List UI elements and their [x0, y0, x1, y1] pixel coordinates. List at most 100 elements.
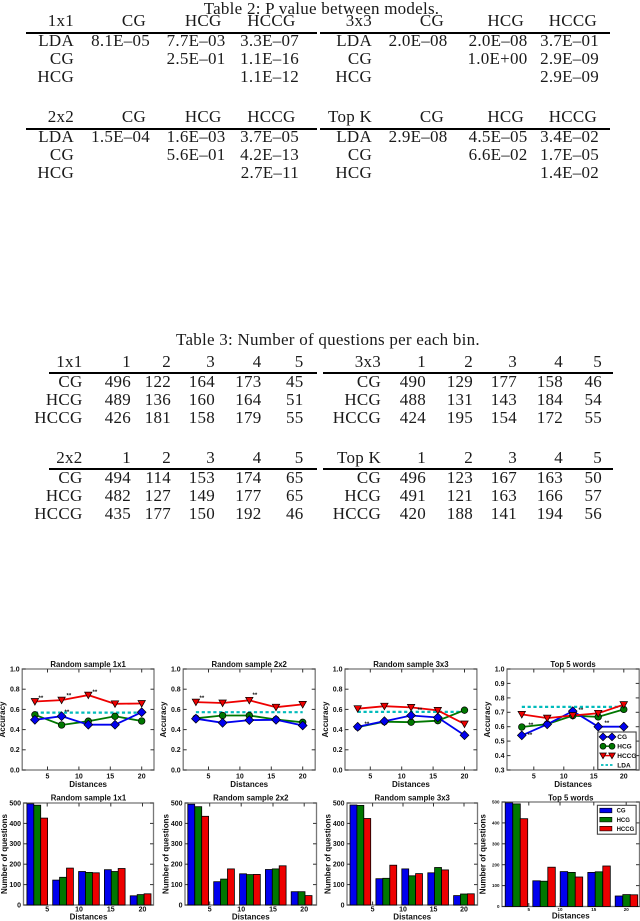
svg-text:Random sample 1x1: Random sample 1x1 — [51, 794, 127, 803]
svg-text:400: 400 — [492, 821, 500, 826]
svg-text:100: 100 — [333, 882, 345, 889]
svg-text:Accuracy: Accuracy — [483, 701, 492, 738]
svg-text:15: 15 — [269, 906, 277, 913]
svg-text:Number of questions: Number of questions — [324, 813, 333, 894]
svg-text:**: ** — [93, 690, 98, 696]
svg-text:0.7: 0.7 — [495, 710, 505, 717]
svg-text:15: 15 — [107, 906, 115, 913]
svg-text:15: 15 — [591, 907, 597, 912]
svg-text:0: 0 — [341, 902, 345, 909]
svg-text:Distances: Distances — [393, 912, 431, 921]
svg-text:HCCG: HCCG — [617, 753, 636, 760]
svg-text:500: 500 — [9, 800, 21, 807]
svg-text:0: 0 — [497, 904, 500, 909]
svg-text:100: 100 — [492, 883, 500, 888]
svg-text:0: 0 — [179, 902, 183, 909]
svg-text:LDA: LDA — [617, 762, 631, 769]
svg-text:Random sample 2x2: Random sample 2x2 — [211, 660, 287, 669]
svg-text:0.2: 0.2 — [333, 747, 343, 754]
svg-text:0.3: 0.3 — [495, 767, 505, 774]
svg-text:100: 100 — [171, 882, 183, 889]
svg-text:5: 5 — [207, 774, 211, 781]
svg-text:Random sample 2x2: Random sample 2x2 — [213, 794, 289, 803]
svg-text:HCCG: HCCG — [617, 827, 635, 833]
svg-text:1.0: 1.0 — [495, 666, 505, 673]
svg-text:5: 5 — [45, 906, 49, 913]
svg-text:Random sample 3x3: Random sample 3x3 — [373, 660, 449, 669]
svg-text:400: 400 — [333, 821, 345, 828]
svg-text:300: 300 — [9, 841, 21, 848]
svg-text:HCG: HCG — [617, 818, 631, 824]
svg-text:Distances: Distances — [69, 780, 107, 789]
svg-text:**: ** — [65, 710, 70, 716]
svg-text:5: 5 — [528, 907, 531, 912]
svg-text:1.0: 1.0 — [333, 666, 343, 673]
svg-text:Number of questions: Number of questions — [0, 813, 9, 894]
svg-text:5: 5 — [532, 774, 536, 781]
svg-text:5: 5 — [368, 774, 372, 781]
svg-text:10: 10 — [560, 774, 568, 781]
svg-text:**: ** — [200, 696, 205, 702]
svg-text:Number of questions: Number of questions — [162, 813, 171, 894]
svg-text:20: 20 — [299, 774, 307, 781]
svg-text:300: 300 — [333, 841, 345, 848]
svg-text:200: 200 — [171, 862, 183, 869]
svg-text:300: 300 — [171, 841, 183, 848]
svg-text:0.2: 0.2 — [171, 747, 181, 754]
svg-text:0.0: 0.0 — [171, 767, 181, 774]
svg-text:300: 300 — [492, 841, 500, 846]
svg-text:Random sample 1x1: Random sample 1x1 — [50, 660, 126, 669]
svg-text:**: ** — [418, 708, 423, 714]
svg-text:5: 5 — [371, 906, 375, 913]
svg-text:CG: CG — [617, 734, 627, 741]
svg-text:500: 500 — [492, 800, 500, 805]
svg-text:0.8: 0.8 — [171, 687, 181, 694]
svg-text:15: 15 — [429, 774, 437, 781]
svg-text:0.9: 0.9 — [495, 681, 505, 688]
svg-text:500: 500 — [333, 800, 345, 807]
svg-text:10: 10 — [75, 774, 83, 781]
svg-text:0.2: 0.2 — [10, 747, 20, 754]
svg-text:15: 15 — [267, 774, 275, 781]
svg-text:10: 10 — [398, 774, 406, 781]
svg-text:**: ** — [365, 722, 370, 728]
svg-text:0.5: 0.5 — [495, 739, 505, 746]
svg-text:20: 20 — [461, 774, 469, 781]
svg-text:0.4: 0.4 — [495, 753, 505, 760]
svg-text:Accuracy: Accuracy — [0, 701, 7, 738]
svg-text:Distances: Distances — [232, 912, 270, 921]
svg-text:0.4: 0.4 — [333, 727, 343, 734]
svg-text:15: 15 — [106, 774, 114, 781]
svg-text:0.0: 0.0 — [10, 767, 20, 774]
svg-text:0.8: 0.8 — [495, 695, 505, 702]
svg-text:10: 10 — [75, 906, 83, 913]
svg-text:15: 15 — [430, 906, 438, 913]
svg-text:20: 20 — [624, 907, 630, 912]
svg-text:100: 100 — [9, 882, 21, 889]
svg-text:0.6: 0.6 — [495, 724, 505, 731]
svg-text:20: 20 — [460, 906, 468, 913]
svg-text:1.0: 1.0 — [171, 666, 181, 673]
svg-text:Accuracy: Accuracy — [321, 701, 330, 738]
svg-text:200: 200 — [492, 862, 500, 867]
svg-text:**: ** — [528, 733, 533, 739]
svg-text:10: 10 — [399, 906, 407, 913]
svg-text:20: 20 — [139, 906, 147, 913]
svg-text:**: ** — [253, 693, 258, 699]
svg-text:Distances: Distances — [392, 780, 430, 789]
svg-text:15: 15 — [590, 774, 598, 781]
svg-text:Distances: Distances — [230, 780, 268, 789]
svg-text:Top 5 words: Top 5 words — [548, 794, 594, 803]
svg-text:10: 10 — [237, 906, 245, 913]
svg-text:200: 200 — [333, 862, 345, 869]
svg-text:CG: CG — [617, 809, 626, 815]
svg-text:20: 20 — [138, 774, 146, 781]
svg-text:500: 500 — [171, 800, 183, 807]
svg-text:HCG: HCG — [617, 744, 631, 751]
svg-text:200: 200 — [9, 862, 21, 869]
svg-text:Top 5 words: Top 5 words — [550, 660, 596, 669]
svg-text:0.8: 0.8 — [333, 687, 343, 694]
svg-text:**: ** — [67, 694, 72, 700]
svg-text:**: ** — [39, 696, 44, 702]
svg-text:**: ** — [605, 721, 610, 727]
